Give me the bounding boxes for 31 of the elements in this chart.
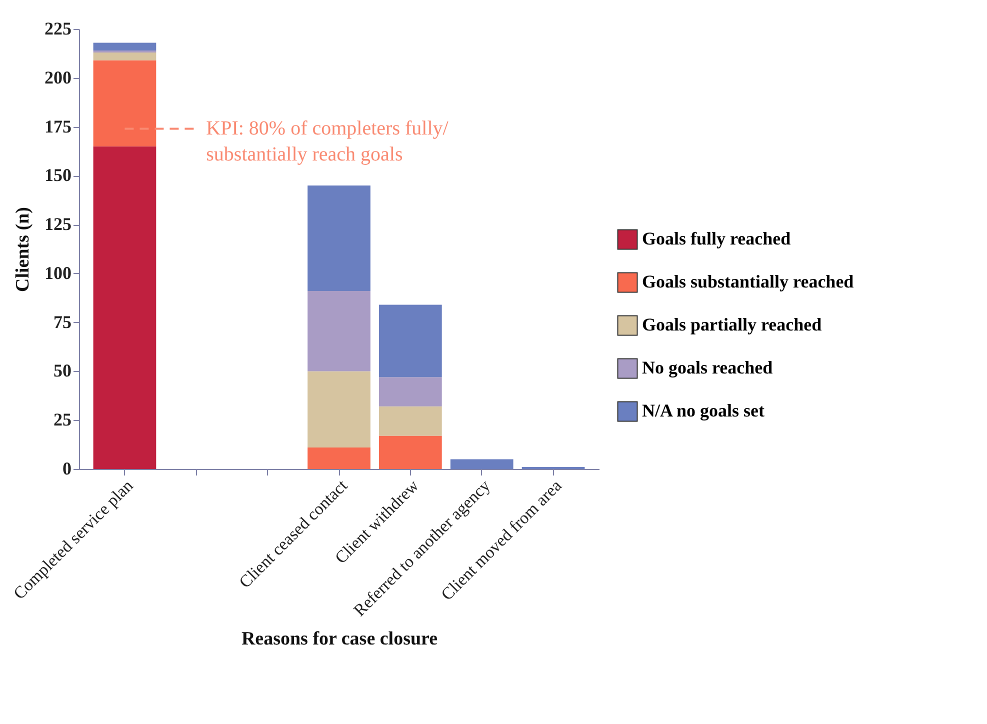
y-tick-label: 150 <box>44 165 72 186</box>
bar <box>450 459 514 469</box>
legend-label: No goals reached <box>642 358 773 378</box>
y-tick-label: 200 <box>44 67 72 88</box>
bar <box>308 185 370 292</box>
y-tick-label: 25 <box>54 410 72 430</box>
bar <box>379 406 442 436</box>
x-axis-title: Reasons for case closure <box>241 628 438 650</box>
y-tick-label: 100 <box>44 262 72 283</box>
y-tick-label: 50 <box>54 360 72 381</box>
bar <box>379 377 442 406</box>
bar <box>379 304 442 378</box>
bar <box>93 42 156 51</box>
bar <box>379 436 442 469</box>
y-tick-label: 225 <box>44 18 72 38</box>
legend-label: Goals fully reached <box>642 228 791 248</box>
y-tick-label: 0 <box>62 458 72 478</box>
bar <box>308 291 370 372</box>
bar <box>308 371 370 448</box>
legend-label: Goals substantially reached <box>642 272 854 292</box>
bar <box>308 447 370 469</box>
y-tick-label: 175 <box>44 116 72 136</box>
bar <box>93 146 156 469</box>
annotation: KPI: 80% of completers fully/ substantially reach goals <box>206 118 449 166</box>
bar <box>93 52 156 60</box>
bar <box>93 60 156 146</box>
y-tick-label: 125 <box>44 214 72 234</box>
y-axis-title: Clients (n) <box>12 207 34 292</box>
legend-label: Goals partially reached <box>642 314 822 334</box>
y-tick-label: 75 <box>54 312 72 332</box>
legend-label: N/A no goals set <box>642 400 765 420</box>
